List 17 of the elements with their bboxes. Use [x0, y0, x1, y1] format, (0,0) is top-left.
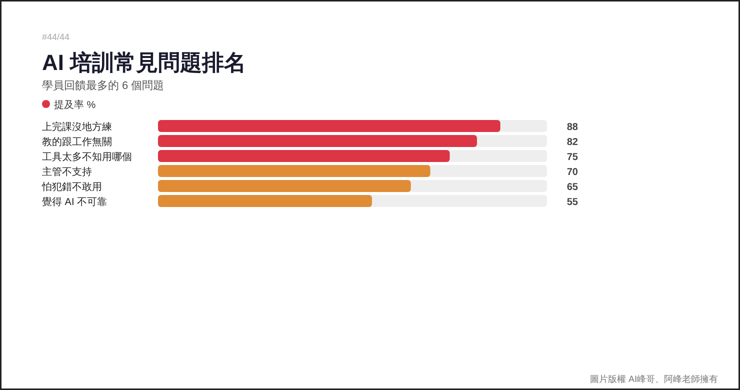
y-tick-label: 覺得 AI 不可靠 [42, 196, 108, 208]
data-label: 70 [566, 167, 578, 178]
data-label: 88 [566, 122, 578, 133]
y-tick-label: 上完課沒地方練 [42, 121, 112, 133]
y-tick-label: 工具太多不知用哪個 [42, 151, 132, 163]
data-label: 55 [566, 197, 578, 208]
text: 圖片版權 AI峰哥、阿峰老師擁有 [590, 374, 718, 384]
text: #44/44 [42, 32, 70, 42]
chart-subtitle: 學員回饋最多的 6 個問題 [42, 80, 164, 92]
legend-label: 提及率 % [54, 99, 96, 111]
data-label: 65 [566, 182, 578, 193]
data-label: 75 [566, 152, 578, 163]
data-label: 82 [566, 137, 578, 148]
y-tick-label: 教的跟工作無關 [42, 136, 112, 148]
y-tick-label: 主管不支持 [42, 166, 92, 178]
y-tick-label: 怕犯錯不敢用 [41, 181, 102, 193]
chart-title: AI 培訓常見問題排名 [42, 50, 246, 75]
